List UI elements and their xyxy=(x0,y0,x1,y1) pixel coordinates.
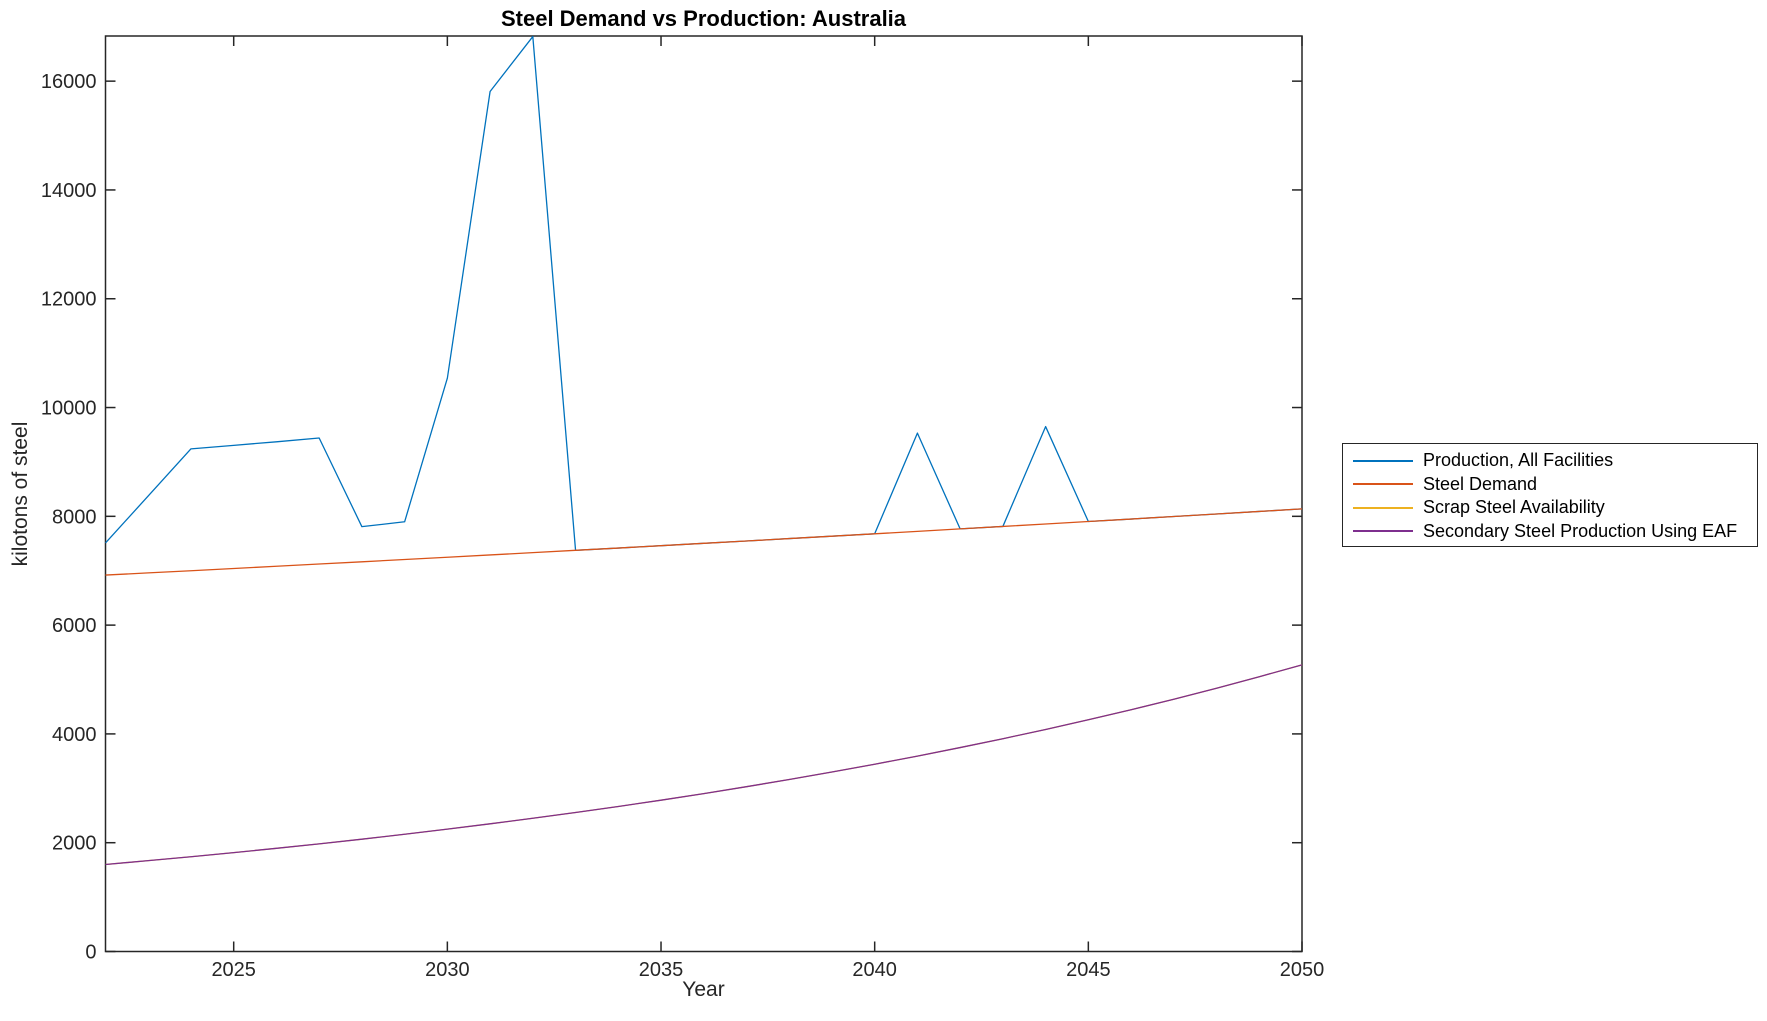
legend-item-secondary-eaf: Secondary Steel Production Using EAF xyxy=(1343,520,1757,544)
chart-title: Steel Demand vs Production: Australia xyxy=(500,6,907,31)
line-production-all-facilities xyxy=(105,35,1303,551)
legend-item-production: Production, All Facilities xyxy=(1343,449,1757,473)
x-tick-label: 2025 xyxy=(211,959,256,981)
legend-label: Secondary Steel Production Using EAF xyxy=(1423,520,1738,541)
y-tick-label: 16000 xyxy=(41,71,97,93)
x-tick-label: 2040 xyxy=(852,959,897,981)
line-steel-demand xyxy=(105,508,1303,576)
legend-line-sample-production xyxy=(1353,459,1413,462)
y-tick-label: 6000 xyxy=(52,615,97,637)
legend-line-sample-scrap-steel xyxy=(1353,506,1413,509)
line-scrap-steel-availability xyxy=(105,664,1303,866)
y-axis-label: kilotons of steel xyxy=(9,421,32,567)
legend-line-sample-steel-demand xyxy=(1353,483,1413,486)
y-tick-label: 8000 xyxy=(52,506,97,528)
x-tick-label: 2035 xyxy=(639,959,684,981)
y-tick-label: 10000 xyxy=(41,398,97,420)
y-tick-label: 14000 xyxy=(41,180,97,202)
x-axis-label: Year xyxy=(682,978,725,1001)
line-secondary-steel-production-using-eaf xyxy=(105,664,1303,866)
legend-label: Scrap Steel Availability xyxy=(1423,497,1605,518)
legend-label: Steel Demand xyxy=(1423,473,1538,494)
plot-border xyxy=(104,35,1303,953)
y-tick-label: 4000 xyxy=(52,724,97,746)
y-tick-label: 2000 xyxy=(52,833,97,855)
x-tick-label: 2050 xyxy=(1280,959,1325,981)
legend-item-scrap-steel: Scrap Steel Availability xyxy=(1343,496,1757,520)
legend-item-steel-demand: Steel Demand xyxy=(1343,473,1757,497)
legend-label: Production, All Facilities xyxy=(1423,450,1614,471)
legend-line-sample-secondary-eaf xyxy=(1353,530,1413,533)
x-tick-label: 2045 xyxy=(1066,959,1111,981)
x-tick-label: 2030 xyxy=(425,959,470,981)
legend: Production, All Facilities Steel Demand … xyxy=(1342,443,1758,547)
y-tick-label: 12000 xyxy=(41,289,97,311)
y-tick-label: 0 xyxy=(85,942,96,964)
